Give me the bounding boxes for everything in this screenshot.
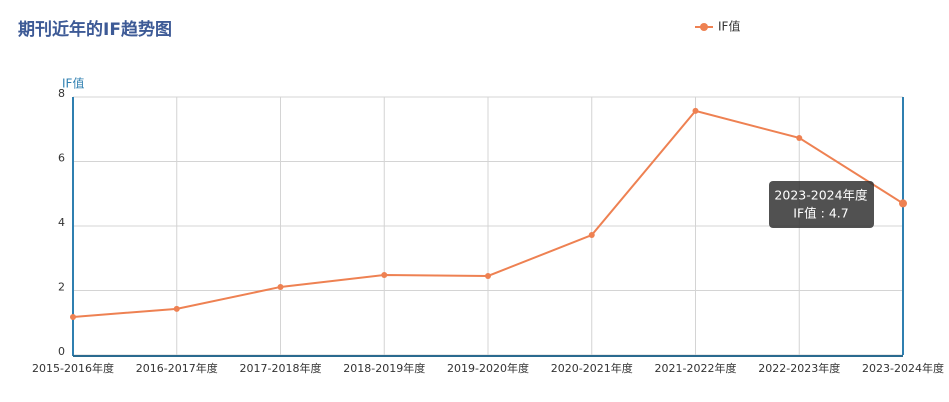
legend-label: IF值	[718, 19, 740, 34]
point	[70, 313, 76, 320]
x-tick-label: 2023-2024年度	[862, 361, 944, 375]
point	[173, 305, 180, 312]
tooltip-box	[769, 181, 874, 228]
tooltip: 2023-2024年度 IF值 : 4.7	[769, 181, 874, 228]
x-tick-label: 2022-2023年度	[758, 361, 840, 375]
y-tick-label: 4	[58, 216, 65, 229]
point	[381, 272, 388, 279]
point	[277, 283, 284, 290]
x-tick-label: 2015-2016年度	[32, 361, 114, 375]
point	[796, 134, 803, 141]
y-tick-label: 8	[58, 87, 65, 100]
x-tick-label: 2020-2021年度	[551, 361, 633, 375]
y-tick-label: 2	[58, 281, 65, 294]
tooltip-title: 2023-2024年度	[774, 188, 868, 203]
x-tick-label: 2016-2017年度	[136, 361, 218, 375]
legend-marker	[700, 23, 708, 31]
y-tick-label: 0	[58, 345, 65, 358]
x-tick-label: 2017-2018年度	[240, 361, 322, 375]
tooltip-text: IF值 : 4.7	[793, 206, 848, 221]
x-tick-label: 2021-2022年度	[655, 361, 737, 375]
point	[692, 107, 699, 114]
chart-title: 期刊近年的IF趋势图	[18, 19, 172, 40]
point	[899, 199, 907, 208]
point	[485, 272, 491, 279]
x-tick-label: 2018-2019年度	[343, 361, 425, 375]
y-tick-label: 6	[58, 152, 65, 165]
point	[588, 232, 595, 239]
x-tick-label: 2019-2020年度	[447, 361, 529, 375]
y-axis-label: IF值	[62, 76, 84, 91]
